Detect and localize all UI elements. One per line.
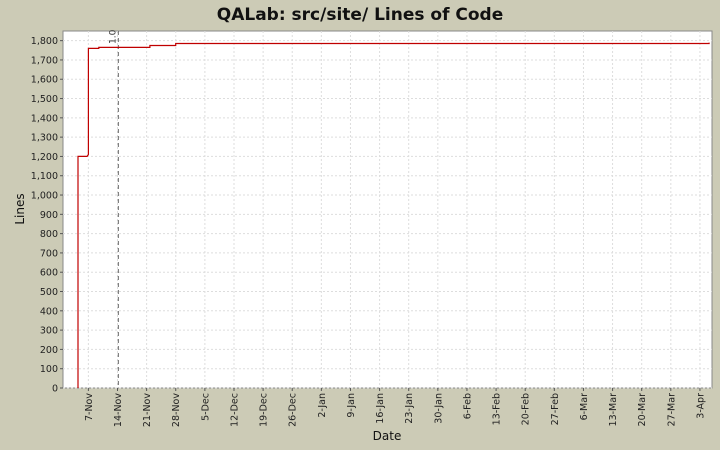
x-tick-label: 6-Mar bbox=[579, 393, 590, 420]
x-tick-label: 13-Feb bbox=[492, 393, 503, 425]
chart-title: QALab: src/site/ Lines of Code bbox=[217, 5, 504, 25]
x-tick-label: 2-Jan bbox=[317, 393, 328, 418]
x-tick-label: 14-Nov bbox=[113, 393, 124, 427]
y-tick-label: 500 bbox=[40, 287, 58, 298]
grid-lines bbox=[63, 31, 712, 389]
x-tick-label: 6-Feb bbox=[462, 393, 473, 419]
y-tick-label: 900 bbox=[40, 210, 58, 221]
x-tick-label: 26-Dec bbox=[288, 393, 299, 427]
series-line bbox=[77, 42, 710, 388]
x-tick-label: 27-Feb bbox=[550, 393, 561, 425]
x-tick-label: 20-Mar bbox=[637, 393, 648, 427]
x-tick-label: 7-Nov bbox=[84, 393, 95, 421]
y-tick-label: 400 bbox=[40, 306, 58, 317]
x-tick-label: 12-Dec bbox=[229, 393, 240, 427]
y-axis-label: Lines bbox=[13, 193, 27, 224]
x-tick-label: 13-Mar bbox=[608, 393, 619, 427]
x-tick-label: 27-Mar bbox=[666, 393, 677, 427]
x-tick-label: 20-Feb bbox=[521, 393, 532, 425]
series-lines bbox=[77, 42, 710, 388]
y-axis-ticks: 0 100 200 300 400 500 600 700 800 900 1,000 1,100 1,… bbox=[31, 36, 63, 395]
x-axis-label: Date bbox=[373, 429, 402, 443]
y-tick-label: 600 bbox=[40, 268, 58, 279]
y-tick-label: 1,600 bbox=[31, 75, 58, 86]
y-tick-label: 200 bbox=[40, 345, 58, 356]
y-tick-label: 1,400 bbox=[31, 113, 58, 124]
y-tick-label: 100 bbox=[40, 364, 58, 375]
y-tick-label: 1,100 bbox=[31, 171, 58, 182]
x-tick-label: 9-Jan bbox=[346, 393, 357, 418]
x-tick-label: 30-Jan bbox=[433, 393, 444, 424]
y-tick-label: 800 bbox=[40, 229, 58, 240]
x-tick-label: 23-Jan bbox=[404, 393, 415, 424]
y-tick-label: 0 bbox=[52, 384, 58, 395]
x-tick-label: 5-Dec bbox=[200, 393, 211, 421]
y-tick-label: 1,500 bbox=[31, 94, 58, 105]
version-marker-label: 1.0 bbox=[108, 29, 118, 44]
version-markers: 1.0 bbox=[108, 29, 119, 388]
x-tick-label: 16-Jan bbox=[375, 393, 386, 424]
x-tick-label: 21-Nov bbox=[142, 393, 153, 427]
y-tick-label: 1,300 bbox=[31, 133, 58, 144]
x-tick-label: 19-Dec bbox=[259, 393, 270, 427]
y-tick-label: 700 bbox=[40, 248, 58, 259]
y-tick-label: 1,000 bbox=[31, 191, 58, 202]
y-tick-label: 300 bbox=[40, 326, 58, 337]
plot-area bbox=[62, 30, 713, 389]
y-tick-label: 1,700 bbox=[31, 55, 58, 66]
y-tick-label: 1,800 bbox=[31, 36, 58, 47]
x-tick-label: 3-Apr bbox=[695, 393, 706, 419]
y-tick-label: 1,200 bbox=[31, 152, 58, 163]
x-axis-ticks: 7-Nov 14-Nov 21-Nov 28-Nov 5-Dec 12-Dec 19-Dec… bbox=[84, 388, 706, 427]
x-tick-label: 28-Nov bbox=[171, 393, 182, 427]
